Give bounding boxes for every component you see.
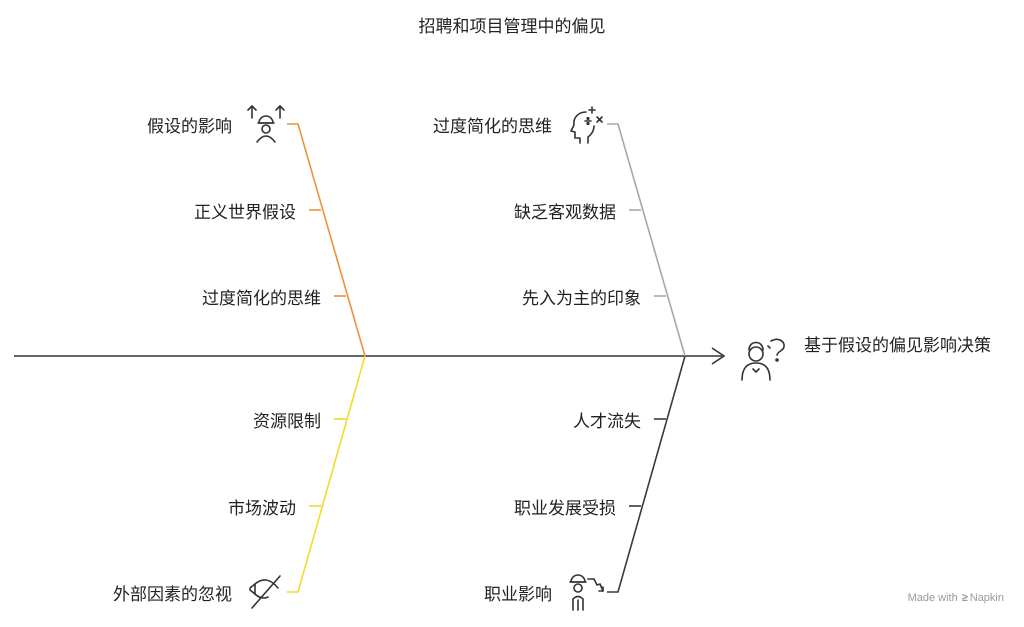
branch-head-label: 假设的影响 bbox=[147, 117, 232, 137]
branch-upper-right bbox=[607, 123, 686, 357]
cause-label: 正义世界假设 bbox=[194, 203, 296, 223]
cause-label: 市场波动 bbox=[228, 499, 296, 519]
branch-head-label: 过度简化的思维 bbox=[433, 117, 552, 137]
branch-head-label: 职业影响 bbox=[484, 585, 552, 605]
diagram-title: 招聘和项目管理中的偏见 bbox=[418, 17, 606, 37]
eye-off-icon bbox=[249, 575, 281, 609]
napkin-logo-icon: ≥ bbox=[961, 592, 968, 604]
branch-lower-right bbox=[607, 355, 686, 593]
branch-head-label: 外部因素的忽视 bbox=[113, 585, 232, 605]
cause-label: 资源限制 bbox=[253, 412, 321, 432]
person-decline-icon bbox=[569, 574, 604, 611]
spine-arrowhead bbox=[711, 347, 726, 365]
cause-label: 人才流失 bbox=[573, 412, 641, 432]
cause-label: 过度简化的思维 bbox=[202, 289, 321, 309]
credit-brand: Napkin bbox=[969, 592, 1004, 604]
head-math-icon bbox=[570, 106, 603, 144]
person-arrows-up-icon bbox=[247, 105, 285, 143]
cause-label: 职业发展受损 bbox=[514, 499, 616, 519]
cause-label: 先入为主的印象 bbox=[522, 289, 641, 309]
thinking-person-icon bbox=[741, 338, 785, 381]
credit-prefix: Made with bbox=[907, 592, 958, 604]
cause-label: 缺乏客观数据 bbox=[514, 203, 616, 223]
napkin-credit[interactable]: Made with ≥ Napkin bbox=[908, 592, 1004, 604]
branch-upper-left bbox=[287, 123, 366, 357]
effect-label: 基于假设的偏见影响决策 bbox=[804, 336, 991, 356]
branch-lower-left bbox=[287, 355, 366, 593]
